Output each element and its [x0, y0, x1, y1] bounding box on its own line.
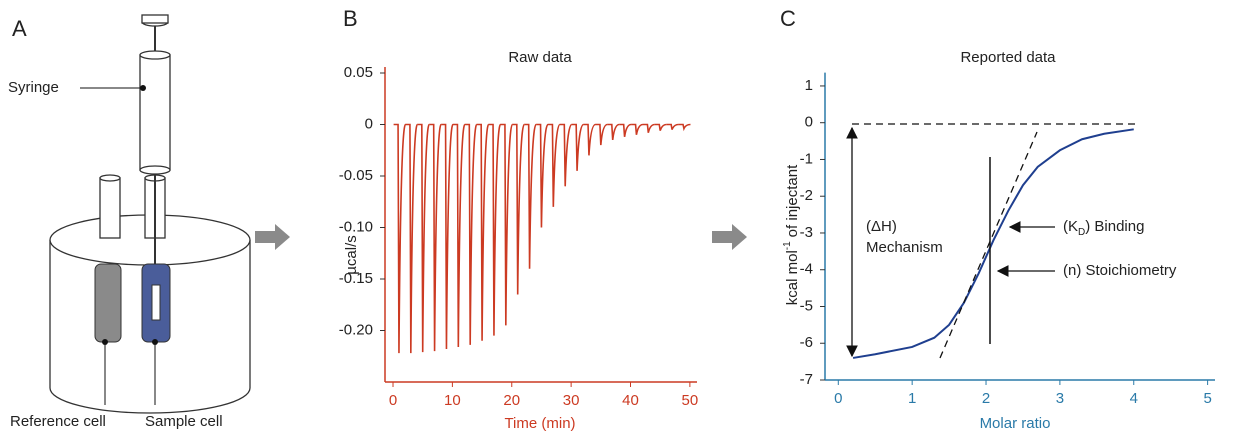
- x-tick-label: 3: [1056, 390, 1064, 407]
- annotation-part: ) Binding: [1085, 218, 1144, 235]
- x-axis-label: Time (min): [504, 415, 575, 432]
- injection-peak: [583, 123, 596, 156]
- injection-peak: [666, 123, 679, 130]
- injection-peak: [452, 123, 466, 347]
- annotation-line: [939, 131, 1038, 359]
- injection-peak: [524, 123, 537, 269]
- injection-peak: [547, 123, 561, 207]
- x-tick-label: 50: [682, 392, 699, 409]
- injection-peak: [500, 123, 514, 326]
- injection-peak: [417, 123, 431, 353]
- x-tick-label: 30: [563, 392, 580, 409]
- y-tick-label: 0.05: [344, 64, 373, 81]
- x-axis-label: Molar ratio: [980, 415, 1051, 432]
- injection-peak: [476, 123, 490, 341]
- x-tick-label: 2: [982, 390, 990, 407]
- injection-peak: [571, 123, 585, 171]
- injection-peak: [405, 123, 419, 354]
- x-tick-label: 1: [908, 390, 916, 407]
- x-tick-label: 10: [444, 392, 461, 409]
- injection-peak: [441, 123, 454, 350]
- y-tick-label: 0: [365, 115, 373, 132]
- x-tick-label: 0: [834, 390, 842, 407]
- chart-title: Raw data: [508, 49, 572, 66]
- y-tick-label: -0.05: [339, 167, 373, 184]
- diagram-label: Syringe: [8, 79, 59, 96]
- panel-label: C: [780, 6, 796, 31]
- injection-peak: [642, 123, 655, 133]
- y-axis-label-part: of injectant: [784, 164, 801, 237]
- y-tick-label: -3: [800, 224, 813, 241]
- x-tick-label: 5: [1203, 390, 1211, 407]
- itc-diagram: [49, 14, 251, 414]
- y-axis-label-part: kcal mol: [784, 250, 801, 305]
- y-axis-label: kcal mol-1 of injectant: [782, 164, 801, 305]
- panel-label: B: [343, 6, 358, 31]
- injection-peak: [619, 123, 632, 137]
- x-tick-label: 40: [622, 392, 639, 409]
- annotation-part: (K: [1063, 218, 1078, 235]
- y-axis-label: µcal/s: [343, 235, 360, 275]
- y-tick-label: -2: [800, 187, 813, 204]
- binding-curve: [852, 128, 1134, 359]
- injection-peak: [393, 123, 407, 354]
- y-tick-label: -0.15: [339, 270, 373, 287]
- x-tick-label: 4: [1130, 390, 1138, 407]
- x-tick-label: 0: [389, 392, 397, 409]
- y-tick-label: -0.20: [339, 321, 373, 338]
- annotation-sub: D: [1078, 227, 1085, 238]
- injection-peak: [559, 123, 573, 187]
- y-tick-label: 1: [805, 77, 813, 94]
- diagram-label: Reference cell: [10, 413, 106, 430]
- flow-arrow: [255, 224, 290, 250]
- annotation: (KD) Binding: [1063, 218, 1144, 238]
- annotation: Mechanism: [866, 239, 943, 256]
- flow-arrow: [712, 224, 747, 250]
- diagram-label: Sample cell: [145, 413, 223, 430]
- injection-peak: [654, 123, 667, 131]
- injection-peak: [607, 123, 620, 141]
- y-tick-label: -6: [800, 334, 813, 351]
- y-axis-label-sup: -1: [782, 241, 793, 250]
- panel-label: A: [12, 16, 27, 41]
- annotation: (ΔH): [866, 218, 897, 235]
- injection-peak: [488, 123, 502, 336]
- y-tick-label: -5: [800, 297, 813, 314]
- injection-peak: [536, 123, 549, 228]
- injection-peak: [678, 123, 691, 132]
- y-tick-label: -0.10: [339, 218, 373, 235]
- y-tick-label: -7: [800, 371, 813, 388]
- y-tick-label: -1: [800, 150, 813, 167]
- annotation: (n) Stoichiometry: [1063, 262, 1177, 279]
- injection-peak: [631, 123, 644, 135]
- x-tick-label: 20: [503, 392, 520, 409]
- injection-peak: [595, 123, 608, 146]
- y-tick-label: -4: [800, 261, 813, 278]
- chart-title: Reported data: [960, 49, 1056, 66]
- injection-peak: [464, 123, 478, 345]
- injection-peak: [512, 123, 526, 295]
- y-tick-label: 0: [805, 114, 813, 131]
- injection-peak: [429, 123, 442, 352]
